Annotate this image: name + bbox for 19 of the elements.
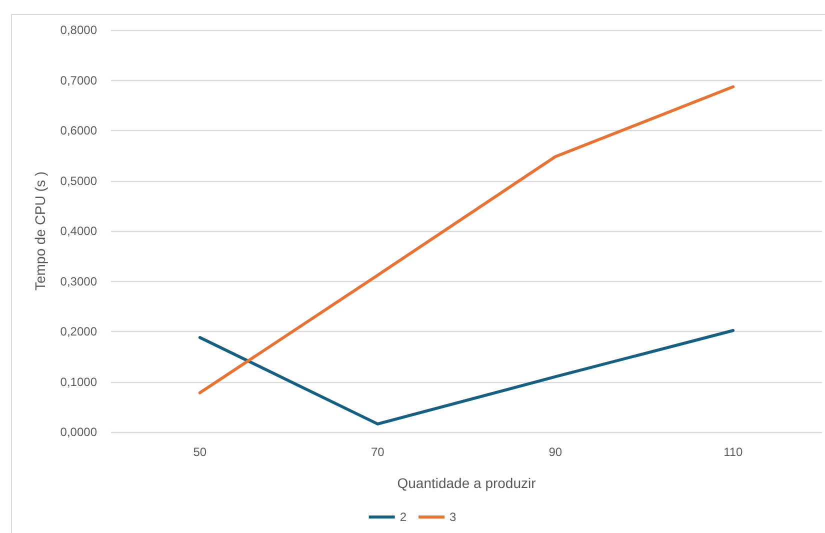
x-tick-label: 50	[193, 445, 207, 459]
y-tick-label: 0,1000	[60, 374, 98, 389]
y-tick-label: 0,3000	[60, 274, 98, 288]
legend-label: 2	[400, 510, 407, 524]
x-axis-title: Quantidade a produzir	[397, 475, 536, 491]
y-tick-label: 0,4000	[60, 224, 98, 238]
y-tick-label: 0,2000	[60, 324, 98, 338]
y-tick-label: 0,7000	[60, 73, 98, 88]
x-tick-label: 110	[724, 445, 744, 459]
line-series	[198, 328, 735, 426]
y-tick-label: 0,5000	[60, 174, 98, 188]
y-tick-label: 0,8000	[60, 23, 98, 37]
y-axis-title: Tempo de CPU (s )	[32, 171, 48, 291]
line-series	[198, 85, 735, 394]
x-tick-label: 90	[548, 445, 562, 459]
y-tick-label: 0,0000	[60, 425, 98, 439]
x-tick-label: 70	[370, 445, 385, 459]
y-tick-label: 0,6000	[60, 124, 98, 138]
legend-label: 3	[450, 510, 456, 524]
